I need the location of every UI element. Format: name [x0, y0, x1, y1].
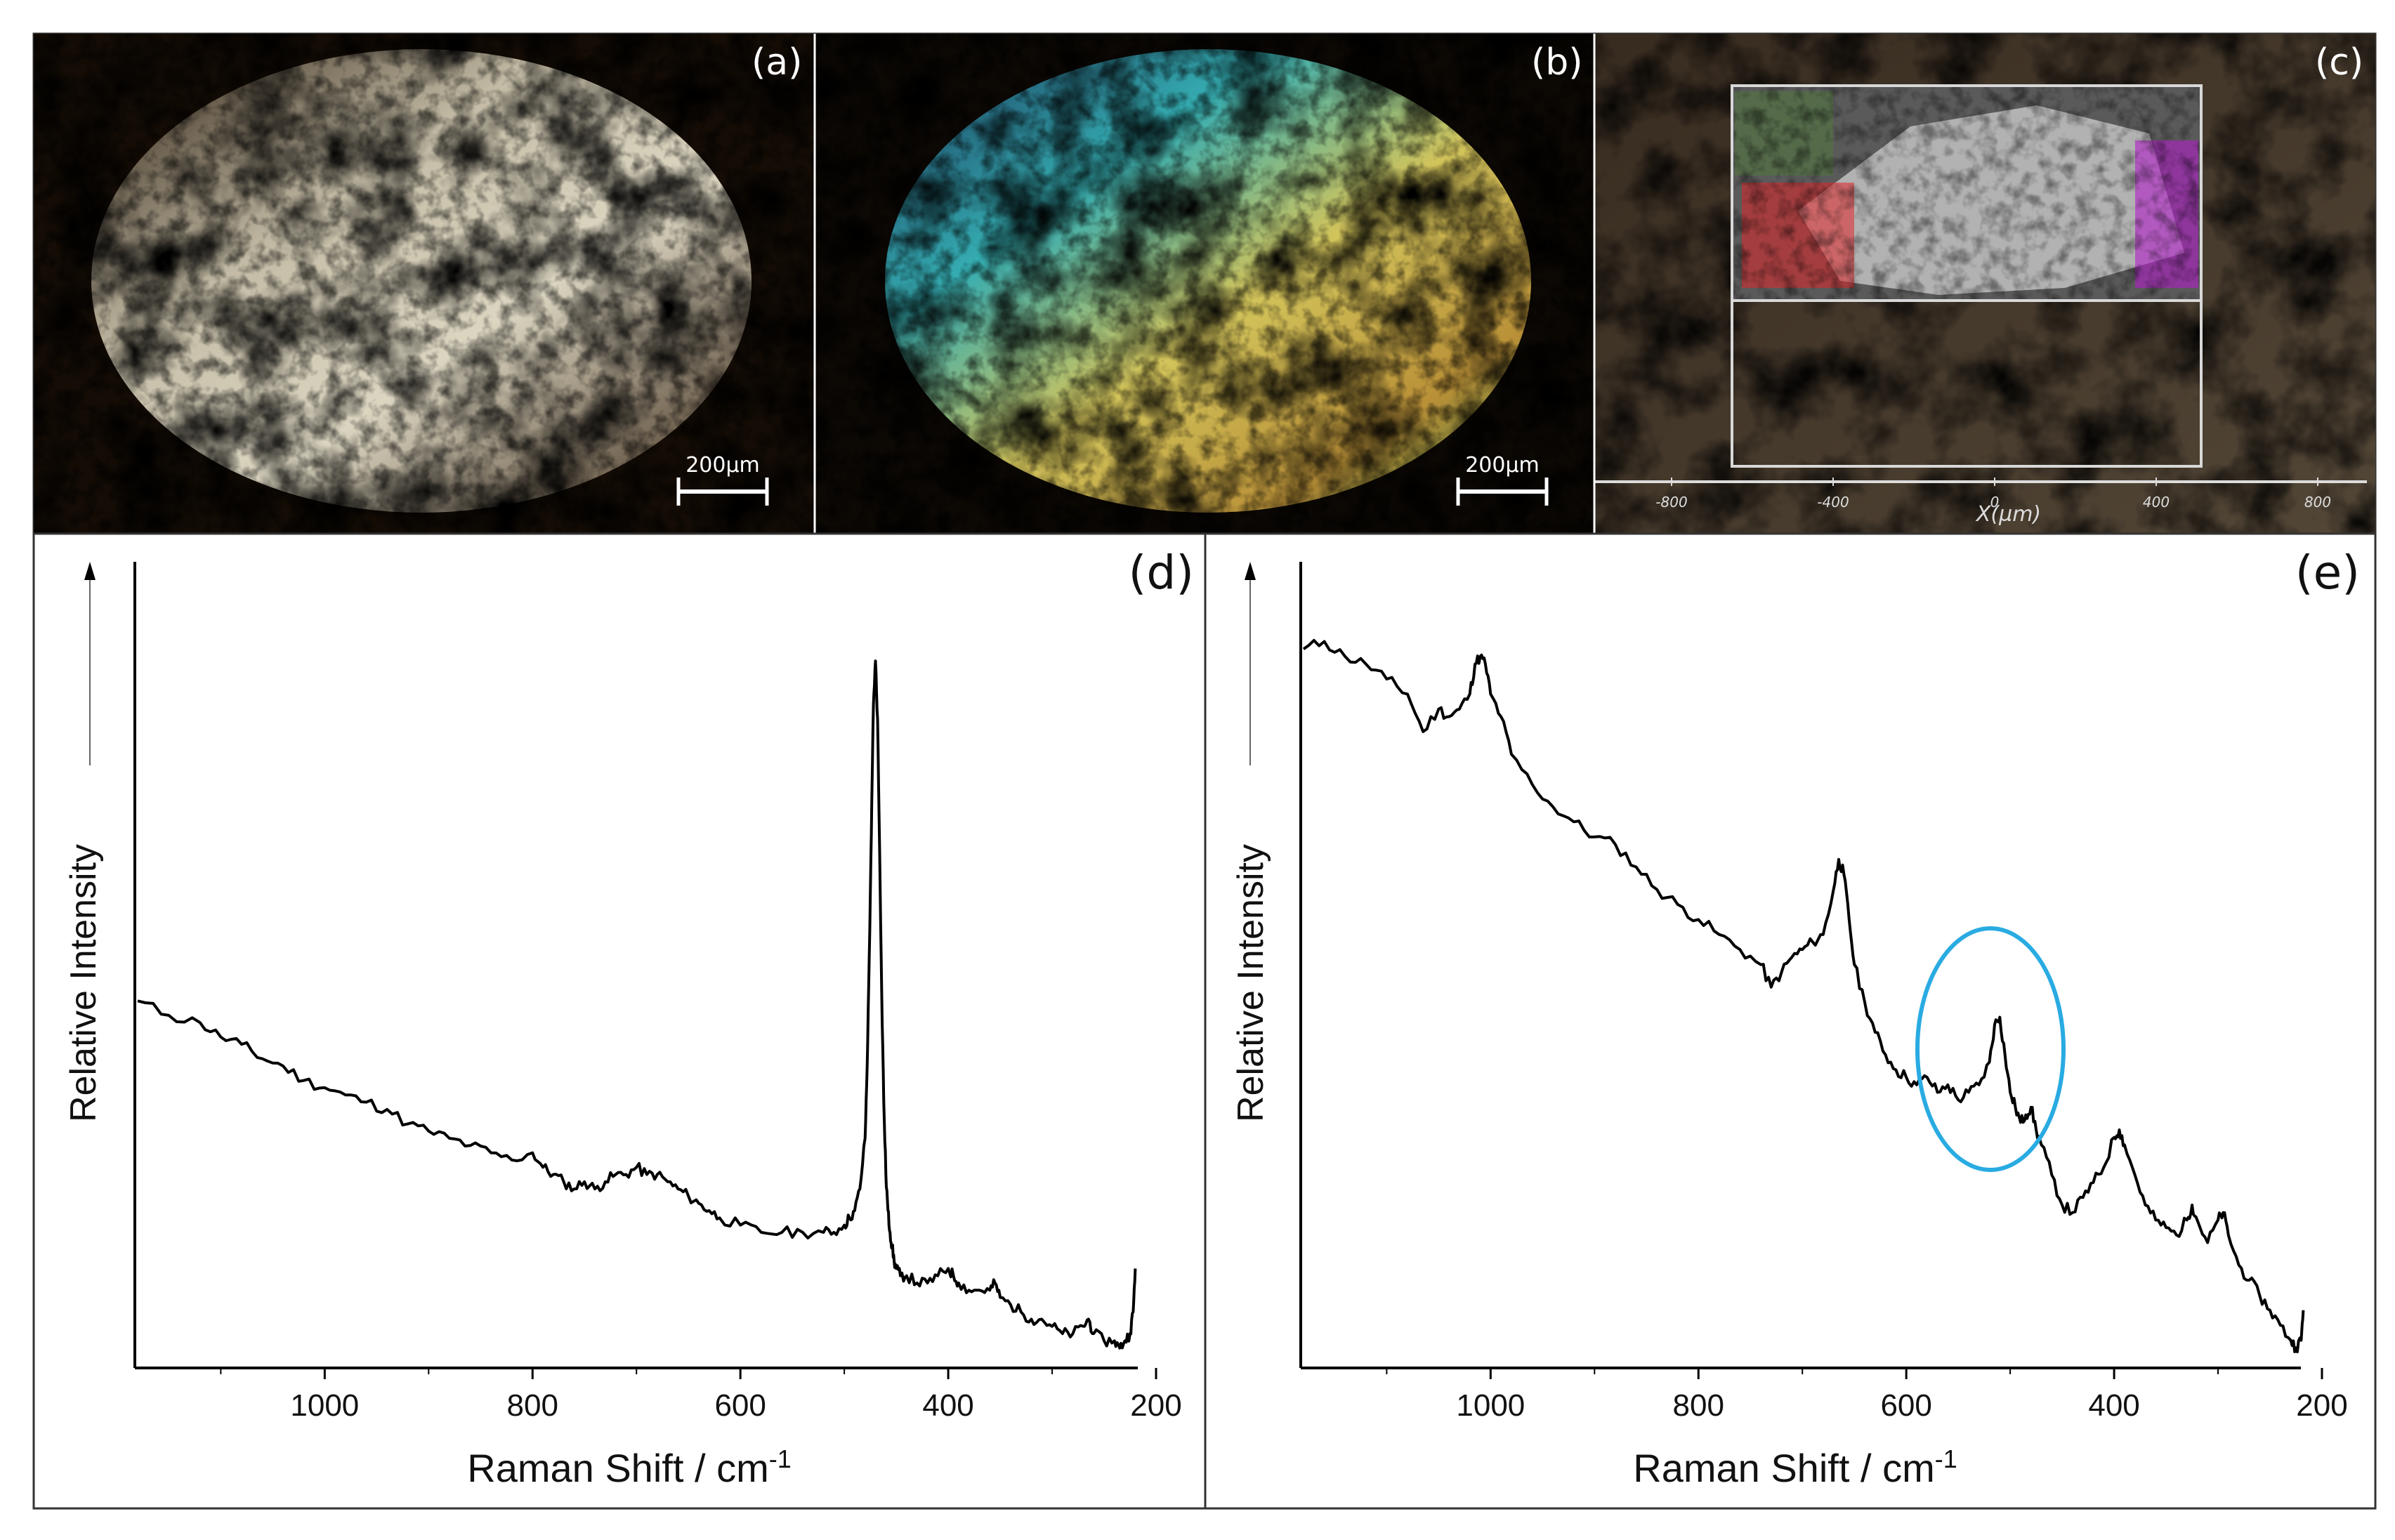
- x-tick-label: 400: [922, 1388, 973, 1423]
- map-x-axis-title: X(µm): [1975, 502, 2041, 527]
- panel-label-b: (b): [1531, 41, 1583, 84]
- y-arrow-head-d: [84, 562, 96, 580]
- panel-label-c: (c): [2315, 41, 2363, 84]
- map-x-tick-label: 0: [1990, 494, 2000, 511]
- scale-bar-label-b: 200µm: [1465, 453, 1540, 478]
- x-tick-label: 200: [2296, 1388, 2347, 1423]
- chart-d: (d) Relative Intensity Raman Shift / cm-…: [63, 546, 1194, 1490]
- map-frame-lower: [1731, 299, 2203, 468]
- highlight-ellipse: [1915, 926, 2066, 1172]
- panel-label-a: (a): [752, 41, 802, 84]
- spectrum-trace-e: [1302, 638, 2305, 1354]
- map-x-tick-label: -400: [1817, 494, 1849, 511]
- scale-bar-label-a: 200µm: [685, 453, 760, 478]
- x-tick-label: 800: [507, 1388, 558, 1423]
- x-tick-label: 200: [1130, 1388, 1181, 1423]
- raman-map-overlay: [1732, 86, 2201, 301]
- x-tick-label: 1000: [290, 1388, 359, 1423]
- map-x-tick-label: 800: [2304, 494, 2331, 511]
- x-ticks-e: 1000 800 600 400 200: [1386, 1368, 2348, 1423]
- panel-label-e: (e): [2295, 546, 2360, 600]
- chart-e: (e) Relative Intensity Raman Shift / cm-…: [1231, 546, 2360, 1490]
- y-arrow-head-e: [1245, 562, 1256, 580]
- x-tick-label: 600: [714, 1388, 766, 1423]
- spectrum-trace-d: [137, 659, 1137, 1350]
- x-tick-label: 800: [1673, 1388, 1724, 1423]
- micrograph-b: [815, 34, 1594, 534]
- y-axis-label-d: Relative Intensity: [63, 844, 104, 1122]
- map-x-tick-label: 400: [2143, 494, 2170, 511]
- micrograph-a: [34, 34, 815, 534]
- x-tick-label: 1000: [1456, 1388, 1525, 1423]
- y-axis-label-e: Relative Intensity: [1231, 844, 1271, 1122]
- panel-label-d: (d): [1129, 546, 1194, 600]
- x-ticks-d: 1000 800 600 400 200: [220, 1368, 1182, 1423]
- x-axis-label-e: Raman Shift / cm-1: [1633, 1444, 1957, 1491]
- map-x-ticks: -800 -400 0 400 800: [1655, 478, 2331, 511]
- x-tick-label: 400: [2088, 1388, 2139, 1423]
- x-axis-label-d: Raman Shift / cm-1: [467, 1444, 791, 1491]
- x-tick-label: 600: [1880, 1388, 1931, 1423]
- map-x-tick-label: -800: [1655, 494, 1687, 511]
